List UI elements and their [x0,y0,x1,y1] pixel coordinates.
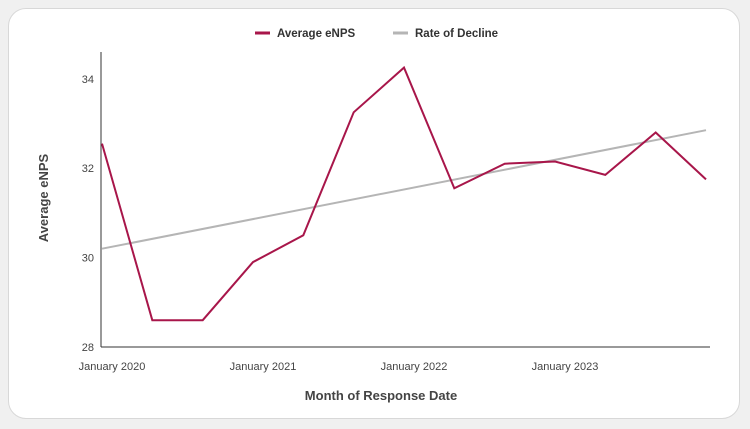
x-tick-label: January 2023 [532,361,599,373]
average-enps-line [101,65,707,322]
x-tick-label: January 2020 [79,361,146,373]
y-tick-label: 32 [82,163,94,175]
chart-card [8,8,740,419]
legend: Average eNPS Rate of Decline [255,28,498,40]
legend-label-average-enps: Average eNPS [277,28,356,40]
y-axis-title: Average eNPS [36,153,51,242]
y-tick-label: 34 [82,74,94,86]
legend-label-rate-of-decline: Rate of Decline [415,28,498,40]
x-tick-labels: January 2020 January 2021 January 2022 Janu… [79,361,599,373]
rate-of-decline-line [101,129,707,250]
x-axis-title: Month of Response Date [305,388,457,403]
y-tick-labels: 28 30 32 34 [82,74,94,354]
x-tick-label: January 2022 [381,361,448,373]
y-tick-label: 30 [82,253,94,265]
y-tick-label: 28 [82,342,94,354]
x-tick-label: January 2021 [230,361,297,373]
